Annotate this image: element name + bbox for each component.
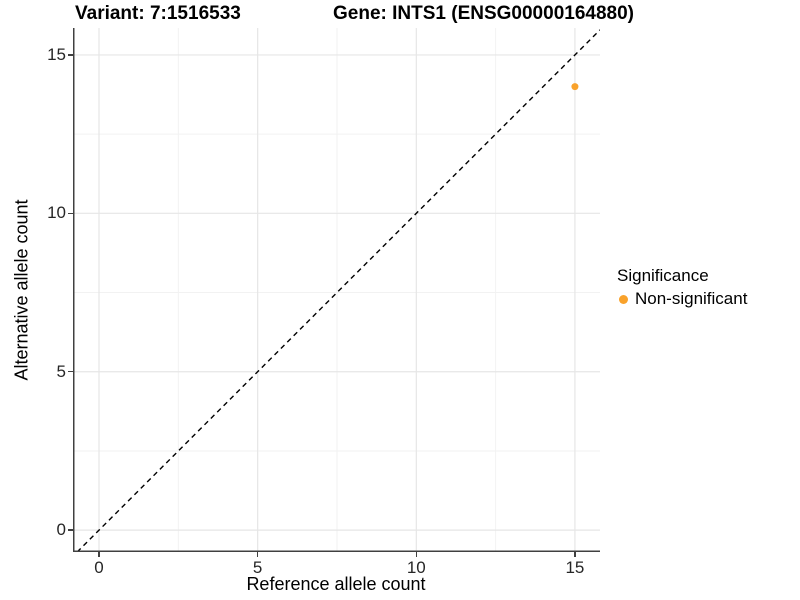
plot-panel bbox=[73, 28, 600, 552]
y-tick-mark bbox=[68, 212, 73, 215]
x-tick-mark bbox=[415, 552, 418, 557]
y-tick-label: 0 bbox=[56, 520, 66, 540]
legend-item-non-significant: Non-significant bbox=[615, 289, 747, 309]
x-tick-mark bbox=[256, 552, 259, 557]
legend-title: Significance bbox=[617, 266, 709, 285]
x-axis-title: Reference allele count bbox=[246, 574, 426, 594]
x-tick-label: 0 bbox=[94, 558, 104, 577]
x-tick-label: 5 bbox=[252, 558, 263, 577]
y-tick-mark bbox=[68, 529, 73, 531]
non-significant-point-icon bbox=[619, 294, 628, 304]
x-tick-mark bbox=[98, 552, 100, 557]
y-tick-mark bbox=[68, 370, 73, 373]
variant-title: Variant: 7:1516533 bbox=[75, 3, 241, 24]
plot-canvas bbox=[73, 28, 600, 552]
identity-reference-line bbox=[76, 29, 600, 552]
data-point bbox=[571, 83, 579, 91]
legend-item-label: Non-significant bbox=[635, 289, 748, 308]
x-tick-label: 15 bbox=[565, 558, 585, 577]
legend: Significance Non-significant bbox=[615, 266, 747, 309]
x-tick-label: 10 bbox=[406, 558, 426, 577]
x-tick-mark bbox=[574, 552, 576, 557]
gene-title: Gene: INTS1 (ENSG00000164880) bbox=[333, 3, 634, 24]
y-tick-label: 5 bbox=[56, 361, 66, 381]
y-tick-label: 10 bbox=[47, 203, 66, 223]
y-axis-title: Alternative allele count bbox=[11, 199, 32, 381]
y-tick-mark bbox=[68, 54, 73, 56]
y-tick-label: 15 bbox=[47, 44, 66, 64]
